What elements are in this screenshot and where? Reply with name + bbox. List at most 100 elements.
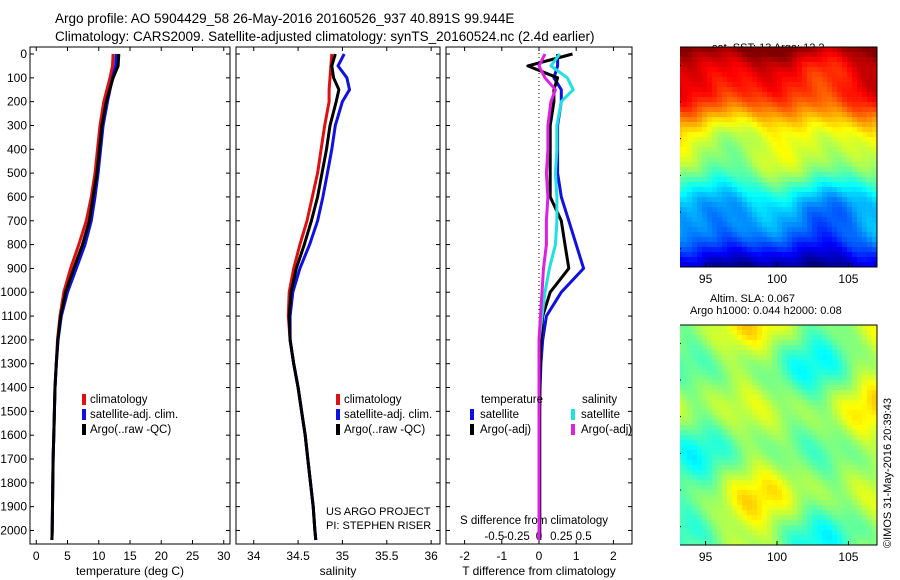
sst-map-cell bbox=[832, 187, 837, 192]
sla-map-cell bbox=[717, 420, 722, 425]
sla-map-cell bbox=[762, 475, 767, 480]
sla-map-cell bbox=[822, 340, 827, 345]
sst-map-cell bbox=[722, 182, 727, 187]
sst-map-cell bbox=[762, 227, 767, 232]
sst-map-cell bbox=[797, 92, 802, 97]
sla-map-cell bbox=[797, 485, 802, 490]
sst-map-cell bbox=[842, 182, 847, 187]
sla-map-cell bbox=[862, 490, 867, 495]
sla-map-cell bbox=[827, 345, 832, 350]
sla-map-cell bbox=[802, 490, 807, 495]
sla-map-cell bbox=[737, 395, 742, 400]
sst-map-cell bbox=[792, 212, 797, 217]
sst-map-cell bbox=[822, 187, 827, 192]
sla-map-cell bbox=[697, 415, 702, 420]
sst-map-cell bbox=[732, 167, 737, 172]
sla-map-cell bbox=[812, 350, 817, 355]
sst-map-cell bbox=[737, 72, 742, 77]
temperature-xtick-label: 0 bbox=[33, 549, 40, 563]
sst-map-cell bbox=[787, 122, 792, 127]
sst-map-cell bbox=[817, 157, 822, 162]
sla-map-cell bbox=[842, 535, 847, 540]
sla-map-cell bbox=[680, 520, 682, 525]
sla-map-cell bbox=[697, 520, 702, 525]
sla-map-cell bbox=[837, 485, 842, 490]
sst-map-cell bbox=[682, 102, 687, 107]
sst-map-cell bbox=[842, 192, 847, 197]
sla-map-cell bbox=[680, 370, 682, 375]
sst-map-cell bbox=[852, 222, 857, 227]
sla-map-cell bbox=[757, 490, 762, 495]
sst-map-cell bbox=[737, 177, 742, 182]
sst-map-cell bbox=[842, 242, 847, 247]
sst-map-cell bbox=[792, 122, 797, 127]
sst-map-cell bbox=[872, 222, 877, 227]
sla-map-cell bbox=[742, 420, 747, 425]
sla-map-cell bbox=[777, 435, 782, 440]
sla-map-cell bbox=[707, 515, 712, 520]
sla-map-cell bbox=[772, 435, 777, 440]
sla-map-cell bbox=[857, 430, 862, 435]
sla-map-cell bbox=[787, 390, 792, 395]
sst-map-cell bbox=[867, 222, 872, 227]
sla-map-cell bbox=[817, 390, 822, 395]
sst-map-cell bbox=[712, 152, 717, 157]
sla-map-cell bbox=[872, 510, 877, 515]
sla-map-cell bbox=[727, 360, 732, 365]
sst-map-cell bbox=[827, 172, 832, 177]
sla-map-cell bbox=[687, 510, 692, 515]
sla-map-cell bbox=[807, 540, 812, 545]
sla-map-cell bbox=[837, 325, 842, 330]
sla-map-cell bbox=[707, 460, 712, 465]
sst-map-cell bbox=[867, 182, 872, 187]
sst-map-cell bbox=[812, 222, 817, 227]
sla-map-cell bbox=[837, 520, 842, 525]
sst-map-cell bbox=[842, 172, 847, 177]
sla-map-cell bbox=[802, 465, 807, 470]
sst-map-cell bbox=[867, 57, 872, 62]
sla-map-cell bbox=[757, 385, 762, 390]
sla-map-cell bbox=[752, 425, 757, 430]
sla-map-cell bbox=[812, 405, 817, 410]
sla-map-cell bbox=[717, 400, 722, 405]
sst-map-cell bbox=[797, 207, 802, 212]
sla-map-cell bbox=[842, 415, 847, 420]
sst-map-cell bbox=[837, 237, 842, 242]
sst-map-cell bbox=[757, 182, 762, 187]
sla-map-cell bbox=[722, 435, 727, 440]
sla-map-cell bbox=[737, 340, 742, 345]
sla-map-cell bbox=[797, 455, 802, 460]
sla-map-cell bbox=[727, 510, 732, 515]
sla-map-cell bbox=[712, 370, 717, 375]
sst-map-cell bbox=[787, 207, 792, 212]
sst-map-cell bbox=[717, 237, 722, 242]
sst-map-cell bbox=[817, 142, 822, 147]
sst-map-cell bbox=[712, 92, 717, 97]
sla-map-cell bbox=[827, 390, 832, 395]
sla-map-cell bbox=[742, 370, 747, 375]
sst-map-cell bbox=[857, 182, 862, 187]
sla-map-cell bbox=[787, 470, 792, 475]
sla-map-cell bbox=[862, 360, 867, 365]
sst-map-cell bbox=[822, 167, 827, 172]
sla-map-cell bbox=[747, 355, 752, 360]
sla-map-cell bbox=[862, 425, 867, 430]
sst-map-cell bbox=[767, 262, 772, 267]
sla-map-cell bbox=[707, 335, 712, 340]
sst-map-cell bbox=[792, 157, 797, 162]
sla-map-cell bbox=[772, 525, 777, 530]
sla-map-cell bbox=[727, 500, 732, 505]
sla-map-cell bbox=[732, 485, 737, 490]
sla-map-cell bbox=[747, 360, 752, 365]
sst-map-cell bbox=[807, 57, 812, 62]
sla-map-cell bbox=[767, 515, 772, 520]
sst-map-cell bbox=[817, 217, 822, 222]
sla-map-cell bbox=[852, 465, 857, 470]
sst-map-cell bbox=[812, 57, 817, 62]
sst-map-cell bbox=[822, 82, 827, 87]
sla-map-cell bbox=[787, 425, 792, 430]
sla-map-cell bbox=[802, 380, 807, 385]
sst-map-cell bbox=[717, 242, 722, 247]
sla-map-cell bbox=[692, 360, 697, 365]
sla-map-cell bbox=[847, 400, 852, 405]
